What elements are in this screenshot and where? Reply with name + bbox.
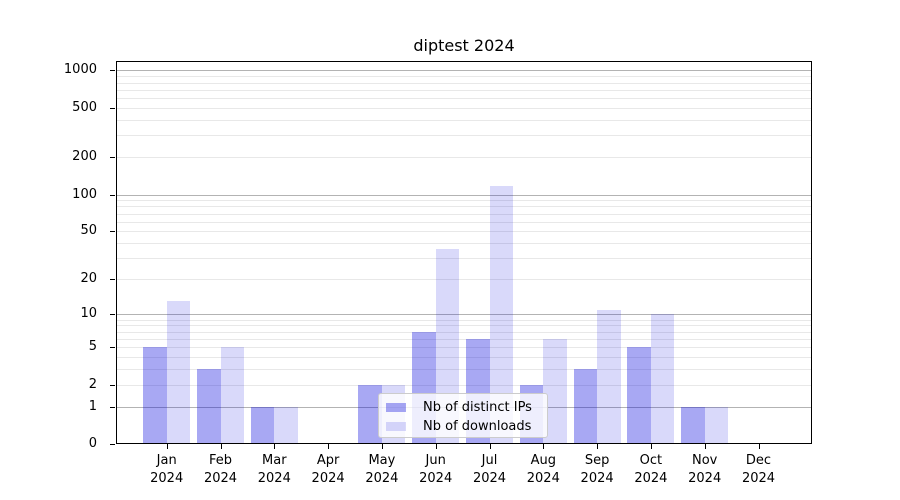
- legend-swatch-downloads: [386, 422, 406, 431]
- bar-downloads-jan: [166, 301, 191, 444]
- x-tick-label-jul: Jul 2024: [472, 453, 507, 486]
- gridline-minor-30: [116, 258, 812, 260]
- gridline-minor-7: [116, 331, 812, 333]
- bar-downloads-oct: [650, 314, 675, 444]
- x-tick-mar: [274, 444, 276, 449]
- gridline-minor-20: [116, 279, 812, 281]
- gridline-minor-70: [116, 213, 812, 215]
- legend-row: Nb of distinct IPs: [386, 398, 547, 417]
- bar-distinct-ips-may: [358, 384, 382, 444]
- gridline-minor-80: [116, 206, 812, 208]
- bar-distinct-ips-sep: [573, 369, 598, 444]
- gridline-minor-500: [116, 107, 812, 109]
- gridline-minor-200: [116, 157, 812, 159]
- bar-distinct-ips-jan: [143, 347, 167, 444]
- gridline-minor-40: [116, 243, 812, 245]
- gridline-minor-4: [116, 357, 812, 358]
- y-tick-label-500: 500: [72, 99, 97, 115]
- y-tick-label-50: 50: [80, 223, 97, 239]
- bar-downloads-mar: [274, 406, 298, 444]
- bar-distinct-ips-nov: [681, 406, 705, 444]
- y-tick-label-200: 200: [72, 149, 97, 165]
- bar-distinct-ips-feb: [197, 369, 221, 444]
- x-tick-label-nov: Nov 2024: [688, 453, 722, 486]
- gridline-minor-50: [116, 231, 812, 233]
- gridline-minor-6: [116, 338, 812, 340]
- y-tick-label-2: 2: [88, 376, 97, 392]
- gridline-minor-90: [116, 200, 812, 202]
- y-tick-label-100: 100: [72, 186, 97, 202]
- x-tick-label-oct: Oct 2024: [634, 453, 668, 486]
- gridline-minor-5: [116, 347, 812, 349]
- y-tick-1000: [110, 70, 115, 72]
- x-tick-jun: [435, 444, 437, 449]
- x-tick-sep: [597, 444, 599, 449]
- y-tick-200: [110, 157, 115, 159]
- x-tick-oct: [650, 444, 652, 449]
- chart-title: diptest 2024: [413, 36, 515, 55]
- y-tick-label-5: 5: [88, 339, 97, 355]
- x-tick-feb: [220, 444, 222, 449]
- x-tick-label-aug: Aug 2024: [526, 453, 560, 486]
- y-tick-0: [110, 444, 115, 445]
- bar-distinct-ips-mar: [250, 406, 275, 444]
- legend-swatch-distinct-ips: [386, 403, 406, 412]
- x-tick-label-apr: Apr 2024: [311, 453, 345, 486]
- y-tick-2: [110, 384, 115, 386]
- y-tick-100: [110, 194, 115, 196]
- gridline-minor-3: [116, 369, 812, 370]
- plot-area: [116, 61, 812, 444]
- y-tick-20: [110, 279, 115, 281]
- gridline-major-100: [116, 194, 812, 196]
- y-tick-10: [110, 314, 115, 316]
- legend: Nb of distinct IPs Nb of downloads: [378, 393, 548, 438]
- gridline-minor-400: [116, 119, 812, 121]
- y-tick-500: [110, 107, 115, 109]
- bar-downloads-jul: [489, 185, 513, 444]
- y-tick-label-10: 10: [80, 306, 97, 322]
- bar-downloads-feb: [220, 347, 244, 444]
- y-tick-label-1: 1: [88, 398, 97, 414]
- x-tick-label-may: May 2024: [365, 453, 399, 486]
- bar-downloads-sep: [597, 309, 621, 444]
- gridline-minor-60: [116, 221, 812, 223]
- x-tick-jan: [166, 444, 168, 449]
- gridline-minor-300: [116, 135, 812, 137]
- legend-label-distinct-ips: Nb of distinct IPs: [423, 399, 532, 415]
- bar-downloads-nov: [704, 406, 729, 444]
- gridline-major-10: [116, 314, 812, 316]
- x-tick-label-dec: Dec 2024: [741, 453, 776, 486]
- x-tick-jul: [489, 444, 491, 449]
- x-tick-label-sep: Sep 2024: [580, 453, 614, 486]
- x-tick-label-jan: Jan 2024: [150, 453, 184, 486]
- gridline-minor-2: [116, 384, 812, 386]
- gridline-minor-900: [116, 76, 812, 78]
- y-tick-5: [110, 347, 115, 349]
- y-tick-1: [110, 406, 115, 408]
- bar-distinct-ips-oct: [627, 347, 651, 444]
- gridline-minor-700: [116, 89, 812, 91]
- x-tick-apr: [328, 444, 330, 449]
- legend-row: Nb of downloads: [386, 417, 547, 436]
- x-tick-nov: [704, 444, 706, 449]
- x-tick-label-feb: Feb 2024: [203, 453, 238, 486]
- y-tick-label-20: 20: [80, 271, 97, 287]
- y-tick-label-0: 0: [88, 436, 97, 451]
- gridline-major-1000: [116, 70, 812, 72]
- gridline-minor-600: [116, 98, 812, 99]
- y-tick-label-1000: 1000: [63, 62, 97, 78]
- gridline-minor-8: [116, 325, 812, 327]
- legend-label-downloads: Nb of downloads: [423, 418, 532, 434]
- x-tick-label-mar: Mar 2024: [257, 453, 291, 486]
- gridline-minor-9: [116, 319, 812, 321]
- x-tick-label-jun: Jun 2024: [419, 453, 453, 486]
- bar-downloads-aug: [543, 338, 567, 444]
- x-tick-dec: [758, 444, 760, 449]
- gridline-minor-800: [116, 82, 812, 84]
- y-tick-50: [110, 231, 115, 233]
- x-tick-aug: [543, 444, 545, 449]
- x-tick-may: [381, 444, 383, 449]
